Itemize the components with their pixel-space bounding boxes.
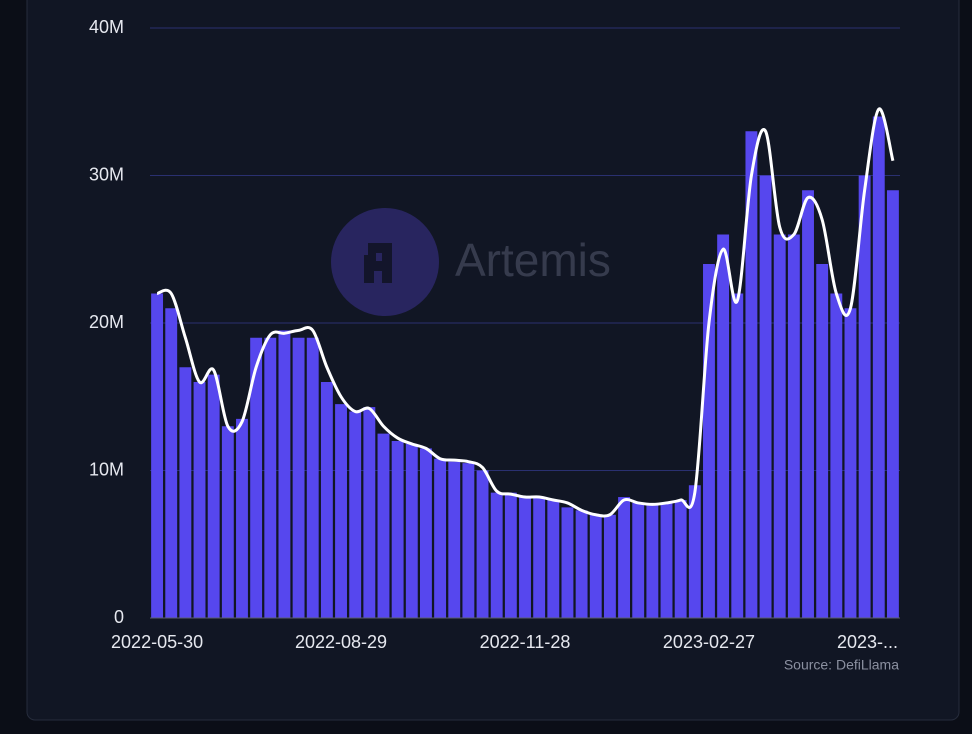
watermark-text: Artemis: [455, 234, 611, 286]
bar: [462, 463, 475, 618]
y-tick-label: 10M: [89, 459, 124, 479]
bar: [575, 510, 588, 618]
bar: [320, 382, 333, 618]
source: Source: DefiLlama: [784, 657, 899, 673]
bar: [858, 175, 871, 618]
bar: [547, 500, 560, 618]
bar: [802, 190, 814, 618]
bar: [618, 497, 630, 618]
bar: [250, 337, 263, 618]
bar: [872, 116, 885, 618]
bar: [561, 507, 574, 618]
bar: [646, 504, 659, 618]
bar: [674, 500, 687, 618]
bar: [476, 470, 489, 618]
bar: [717, 234, 730, 618]
bar: [193, 382, 206, 618]
bar: [165, 308, 178, 618]
watermark: Artemis: [331, 208, 611, 316]
bar: [377, 433, 390, 618]
x-tick-label: 2022-08-29: [295, 632, 387, 652]
y-tick-label: 20M: [89, 312, 124, 332]
bar: [519, 497, 531, 618]
bar: [660, 502, 673, 618]
logo-glyph: [364, 243, 392, 283]
bar: [688, 485, 701, 618]
x-tick-label: 2023-02-27: [663, 632, 755, 652]
bar: [207, 374, 220, 618]
y-tick-label: 0: [114, 607, 124, 627]
x-tick-label: 2022-11-28: [480, 632, 571, 652]
bar: [363, 407, 376, 618]
bar: [434, 458, 447, 618]
bar: [731, 293, 744, 618]
bar: [448, 461, 461, 618]
bar: [830, 293, 843, 618]
x-tick-label: 2023-...: [837, 632, 898, 652]
bar: [264, 337, 277, 618]
bar: [759, 175, 772, 618]
bar: [391, 441, 404, 618]
y-tick-label: 40M: [89, 17, 124, 37]
bar: [603, 514, 616, 618]
bar: [773, 234, 786, 618]
bar: [349, 411, 362, 618]
bar: [886, 190, 899, 618]
bar: [221, 426, 234, 618]
bar: [533, 497, 546, 618]
bar: [787, 234, 800, 618]
bar: [151, 293, 164, 618]
bar: [236, 418, 248, 618]
bar: [589, 514, 602, 618]
x-tick-label: 2022-05-30: [111, 632, 203, 652]
bar: [632, 502, 645, 618]
bar: [335, 404, 347, 618]
bar: [405, 443, 418, 618]
bar: [420, 448, 432, 618]
bar: [278, 330, 291, 618]
y-tick-label: 30M: [89, 164, 124, 184]
bar: [844, 308, 857, 618]
bar: [292, 337, 305, 618]
bar: [179, 367, 192, 618]
bar: [745, 131, 758, 618]
bar: [816, 264, 829, 618]
bar: [490, 492, 503, 618]
bar: [504, 492, 517, 618]
bar: [306, 337, 319, 618]
bar: [703, 264, 715, 618]
moving-average-line: [156, 107, 895, 518]
